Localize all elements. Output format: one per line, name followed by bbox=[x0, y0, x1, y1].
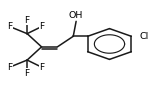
Text: F: F bbox=[7, 22, 12, 31]
Text: F: F bbox=[7, 63, 12, 72]
Text: F: F bbox=[25, 69, 30, 78]
Text: F: F bbox=[39, 63, 44, 72]
Text: F: F bbox=[25, 16, 30, 25]
Text: F: F bbox=[39, 22, 44, 31]
Text: Cl: Cl bbox=[140, 32, 149, 41]
Text: OH: OH bbox=[69, 11, 83, 20]
